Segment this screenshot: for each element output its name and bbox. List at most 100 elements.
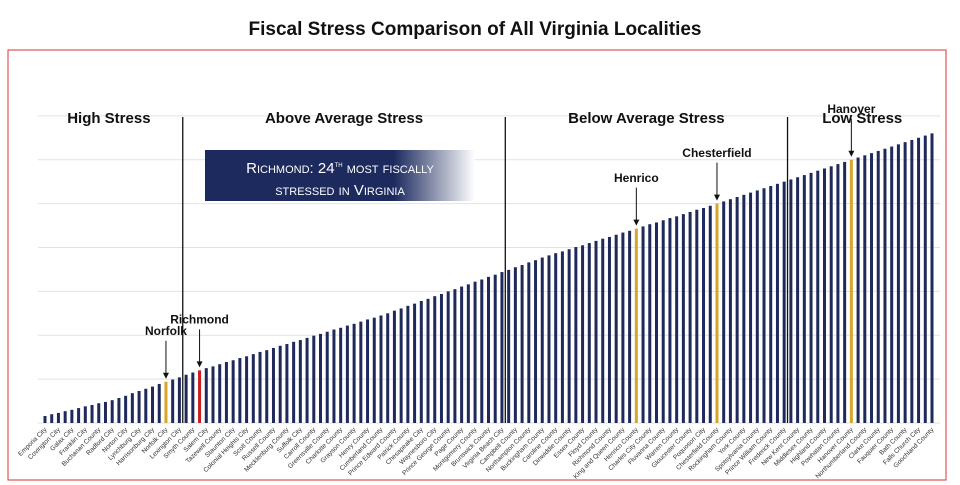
bar [372, 317, 376, 423]
bar [245, 356, 249, 423]
bar [702, 207, 706, 423]
bar [63, 411, 67, 423]
bar [587, 243, 591, 423]
bar [130, 393, 134, 423]
bar [386, 313, 390, 423]
bar [520, 265, 524, 423]
bar [379, 315, 383, 423]
bar [110, 400, 114, 423]
bar [870, 153, 874, 423]
bar [654, 222, 658, 423]
annotation: Chesterfield [682, 146, 751, 160]
bar [930, 133, 934, 423]
bar [413, 303, 417, 423]
bar [695, 209, 699, 423]
arrow-head [713, 194, 720, 201]
bar [399, 308, 403, 423]
bar [607, 236, 611, 423]
bar [285, 344, 289, 423]
bar [822, 168, 826, 423]
bar [722, 201, 726, 423]
bar [560, 251, 564, 423]
bar [534, 260, 538, 423]
bar [500, 272, 504, 423]
bar [238, 358, 242, 423]
bar [312, 335, 316, 423]
bar [917, 137, 921, 423]
bar [124, 395, 128, 423]
bar [392, 310, 396, 423]
bar [762, 188, 766, 423]
bar [117, 397, 121, 423]
bar [775, 183, 779, 423]
bar [83, 406, 87, 423]
bar [628, 230, 632, 423]
bar [796, 177, 800, 423]
bar [849, 159, 853, 424]
bar [675, 216, 679, 423]
bar [453, 289, 457, 423]
bar [735, 197, 739, 423]
bar [359, 321, 363, 423]
annotation: Richmond [170, 313, 229, 327]
bar [419, 301, 423, 423]
annotation: Hanover [827, 102, 875, 116]
bar [769, 186, 773, 423]
bar [574, 247, 578, 423]
bar [554, 253, 558, 423]
bar [466, 284, 470, 423]
bar [43, 415, 47, 423]
bar [749, 192, 753, 423]
bar [641, 226, 645, 423]
bar [439, 293, 443, 423]
bar [90, 405, 94, 423]
bar [668, 218, 672, 423]
bar [366, 319, 370, 423]
bar [876, 150, 880, 423]
bar [856, 157, 860, 423]
bar [836, 164, 840, 423]
arrow-head [196, 361, 203, 368]
chart-title: Fiscal Stress Comparison of All Virginia… [249, 19, 702, 40]
bar [473, 281, 477, 423]
bar [184, 374, 188, 423]
bar [688, 211, 692, 423]
bar [198, 370, 202, 423]
bar [540, 257, 544, 423]
callout: Richmond: 24th most fiscally stressed in… [205, 150, 475, 201]
bar [493, 274, 497, 423]
bar [339, 327, 343, 423]
bar [896, 144, 900, 424]
bar [513, 267, 517, 423]
callout-text: most fiscally [342, 160, 434, 177]
bar [742, 194, 746, 423]
bar [581, 245, 585, 423]
bar [681, 214, 685, 423]
bar [829, 166, 833, 423]
bar [231, 360, 235, 423]
bar [292, 341, 296, 423]
bar [265, 350, 269, 423]
bar [144, 388, 148, 423]
bar [97, 403, 101, 423]
bar [345, 325, 349, 423]
section-label: Below Average Stress [568, 110, 724, 127]
bar [204, 368, 208, 423]
bar [319, 333, 323, 423]
bar [278, 345, 282, 423]
bar [487, 276, 490, 423]
bar [910, 139, 914, 424]
callout-text: stressed in Virginia [275, 182, 405, 199]
bar [70, 409, 74, 423]
bar [890, 146, 894, 423]
arrow-head [848, 150, 855, 157]
bar [755, 190, 759, 423]
bar [258, 351, 262, 423]
arrow-head [633, 219, 640, 226]
bar [433, 296, 437, 423]
bar [903, 142, 907, 423]
bar [426, 298, 430, 423]
bar [594, 240, 598, 423]
